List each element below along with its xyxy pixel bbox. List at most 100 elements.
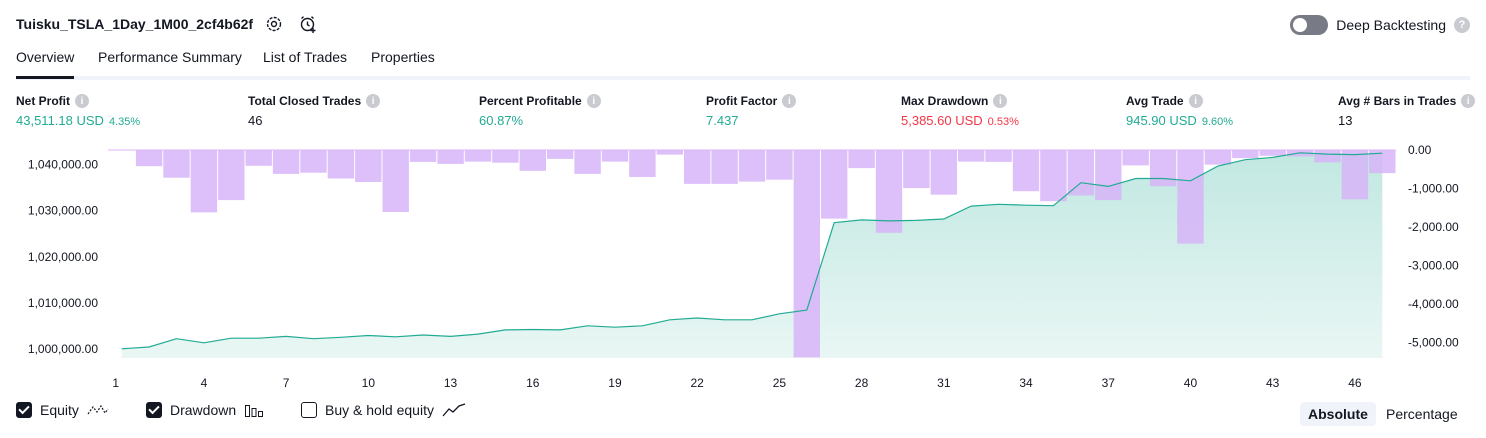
x-axis-tick: 13 bbox=[444, 376, 458, 390]
drawdown-bar bbox=[409, 150, 437, 162]
drawdown-bar bbox=[1314, 150, 1341, 163]
drawdown-bar bbox=[1341, 150, 1369, 200]
metric-value: 945.90 USD bbox=[1126, 113, 1197, 128]
info-icon[interactable]: i bbox=[1188, 94, 1203, 108]
deep-backtesting-label: Deep Backtesting bbox=[1336, 17, 1446, 33]
metric-percent: 9.60% bbox=[1201, 116, 1234, 128]
metric-avg-bars: Avg # Bars in Trades i 13 bbox=[1338, 93, 1476, 128]
drawdown-bar bbox=[547, 150, 574, 159]
drawdown-bar bbox=[1204, 150, 1232, 165]
info-icon[interactable]: i bbox=[1461, 94, 1476, 108]
drawdown-bar bbox=[875, 150, 903, 233]
report-tabs: Overview Performance Summary List of Tra… bbox=[16, 48, 1470, 80]
metric-net-profit: Net Profit i 43,511.18 USD 4.35% bbox=[16, 93, 140, 128]
metric-max-drawdown: Max Drawdown i 5,385.60 USD 0.53% bbox=[901, 93, 1019, 128]
drawdown-bar bbox=[958, 150, 985, 162]
drawdown-checkbox[interactable] bbox=[146, 402, 162, 418]
drawdown-bar bbox=[245, 150, 272, 166]
metric-percent: 0.53% bbox=[987, 116, 1019, 128]
legend-buy-hold[interactable]: Buy & hold equity bbox=[301, 402, 466, 418]
drawdown-bar bbox=[684, 150, 711, 184]
x-axis-tick: 16 bbox=[526, 376, 540, 390]
report-header: Tuisku_TSLA_1Day_1M00_2cf4b62f Deep Back… bbox=[16, 14, 1470, 36]
x-axis-tick: 7 bbox=[283, 376, 290, 390]
right-axis-tick: -4,000.00 bbox=[1408, 297, 1459, 311]
x-axis-tick: 28 bbox=[855, 376, 869, 390]
drawdown-bar bbox=[848, 150, 875, 169]
drawdown-bar bbox=[1149, 150, 1177, 187]
info-icon[interactable]: i bbox=[993, 94, 1008, 108]
x-axis-tick: 43 bbox=[1266, 376, 1280, 390]
left-axis-tick: 1,030,000.00 bbox=[28, 204, 98, 218]
metric-total-closed-trades: Total Closed Trades i 46 bbox=[248, 93, 381, 128]
info-icon[interactable]: i bbox=[366, 94, 381, 108]
metric-label: Percent Profitable bbox=[479, 94, 582, 108]
equity-checkbox[interactable] bbox=[16, 402, 32, 418]
drawdown-bar bbox=[1122, 150, 1149, 166]
x-axis-tick: 37 bbox=[1102, 376, 1116, 390]
deep-backtesting: Deep Backtesting ? bbox=[1290, 14, 1470, 36]
metric-label: Avg Trade bbox=[1126, 94, 1184, 108]
drawdown-bar bbox=[903, 150, 930, 189]
x-axis-tick: 22 bbox=[691, 376, 705, 390]
drawdown-bar bbox=[492, 150, 519, 163]
drawdown-bar bbox=[190, 150, 218, 213]
left-axis-tick: 1,040,000.00 bbox=[28, 158, 98, 172]
right-axis-tick: -1,000.00 bbox=[1408, 182, 1459, 196]
buy-hold-checkbox[interactable] bbox=[301, 402, 317, 418]
drawdown-bars-icon bbox=[245, 405, 264, 417]
drawdown-bar bbox=[382, 150, 409, 212]
info-icon[interactable]: i bbox=[586, 94, 601, 108]
equity-drawdown-chart[interactable]: 1,000,000.00 1,010,000.00 1,020,000.00 1,03… bbox=[0, 140, 1486, 390]
drawdown-bar bbox=[327, 150, 355, 179]
drawdown-bar bbox=[821, 150, 848, 219]
metric-value: 46 bbox=[248, 113, 263, 128]
left-axis-tick: 1,000,000.00 bbox=[28, 342, 98, 356]
drawdown-bar bbox=[930, 150, 957, 195]
left-axis-tick: 1,010,000.00 bbox=[28, 296, 98, 310]
absolute-button[interactable]: Absolute bbox=[1300, 402, 1376, 426]
tab-properties[interactable]: Properties bbox=[371, 49, 435, 65]
metric-label: Avg # Bars in Trades bbox=[1338, 94, 1457, 108]
deep-backtesting-toggle[interactable] bbox=[1290, 15, 1329, 35]
tab-performance-summary[interactable]: Performance Summary bbox=[98, 49, 242, 65]
drawdown-bar bbox=[738, 150, 766, 182]
strategy-title: Tuisku_TSLA_1Day_1M00_2cf4b62f bbox=[16, 16, 254, 32]
legend-label: Equity bbox=[40, 402, 79, 418]
settings-icon[interactable] bbox=[264, 14, 284, 34]
drawdown-bar bbox=[163, 150, 190, 178]
drawdown-bar bbox=[629, 150, 656, 177]
add-alert-icon[interactable] bbox=[298, 14, 318, 34]
drawdown-bar bbox=[601, 150, 629, 162]
drawdown-bar bbox=[464, 150, 492, 162]
drawdown-bar bbox=[1232, 150, 1259, 159]
right-axis-tick: 0.00 bbox=[1408, 143, 1432, 157]
percentage-button[interactable]: Percentage bbox=[1386, 406, 1458, 422]
drawdown-bar bbox=[766, 150, 793, 180]
drawdown-bar bbox=[437, 150, 464, 164]
tab-overview[interactable]: Overview bbox=[16, 48, 75, 79]
legend-equity[interactable]: Equity bbox=[16, 402, 109, 418]
legend-drawdown[interactable]: Drawdown bbox=[146, 402, 264, 418]
info-icon[interactable]: i bbox=[782, 94, 797, 108]
drawdown-bar bbox=[985, 150, 1012, 162]
x-axis-tick: 4 bbox=[201, 376, 208, 390]
x-axis-tick: 34 bbox=[1019, 376, 1033, 390]
help-icon[interactable]: ? bbox=[1454, 17, 1470, 33]
drawdown-bar bbox=[519, 150, 546, 171]
x-axis-tick: 19 bbox=[608, 376, 622, 390]
drawdown-bar bbox=[355, 150, 382, 182]
right-axis-tick: -5,000.00 bbox=[1408, 336, 1459, 350]
metric-percent: 4.35% bbox=[108, 116, 141, 128]
info-icon[interactable]: i bbox=[75, 94, 89, 108]
drawdown-bar bbox=[272, 150, 300, 174]
drawdown-bar bbox=[1177, 150, 1204, 244]
right-axis-tick: -2,000.00 bbox=[1408, 220, 1459, 234]
metric-label: Profit Factor bbox=[706, 94, 778, 108]
equity-area bbox=[121, 152, 1383, 358]
drawdown-bar bbox=[1369, 150, 1396, 174]
metric-value: 43,511.18 USD bbox=[16, 113, 104, 128]
tab-list-of-trades[interactable]: List of Trades bbox=[263, 49, 348, 65]
metric-profit-factor: Profit Factor i 7.437 bbox=[706, 93, 797, 128]
drawdown-bar bbox=[1095, 150, 1122, 201]
